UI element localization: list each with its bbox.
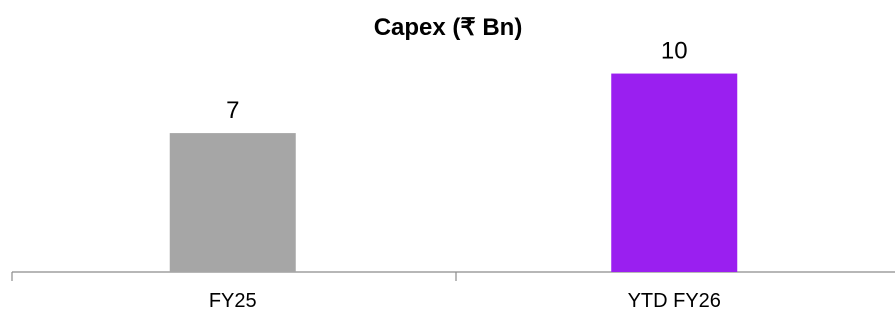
- category-label: FY25: [209, 290, 257, 312]
- category-label: YTD FY26: [628, 290, 721, 312]
- bars-layer: [169, 73, 738, 272]
- bar-fy25: [169, 133, 296, 272]
- value-label: 7: [226, 97, 239, 124]
- labels-layer: 7 FY25 10 YTD FY26: [209, 38, 721, 312]
- chart-title: Capex (₹ Bn): [374, 14, 523, 41]
- value-label: 10: [661, 38, 688, 65]
- bar-ytd-fy26: [611, 73, 738, 272]
